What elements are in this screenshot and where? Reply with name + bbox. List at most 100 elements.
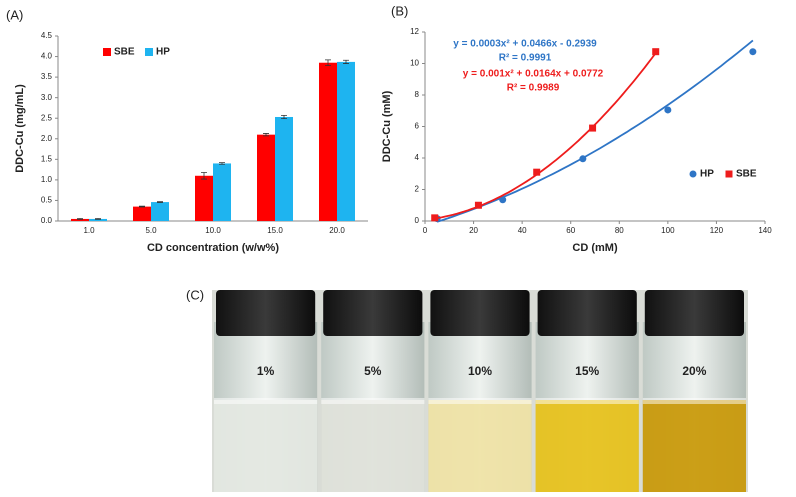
trend-r2: R² = 0.9989 <box>507 83 560 94</box>
x-tick-label: 20 <box>469 226 478 235</box>
x-tick-label: 10.0 <box>205 226 221 235</box>
vial-liquid <box>428 400 532 492</box>
legend-swatch <box>103 48 111 56</box>
y-tick-label: 4.5 <box>41 31 53 40</box>
vial-meniscus <box>642 398 746 404</box>
trendline <box>436 39 754 223</box>
vial-liquid <box>214 400 318 492</box>
x-tick-label: 1.0 <box>83 226 95 235</box>
x-tick-label: 5.0 <box>145 226 157 235</box>
vial-label: 20% <box>682 364 706 378</box>
vial-label: 10% <box>468 364 492 378</box>
legend-swatch <box>725 170 733 178</box>
error-bar <box>219 162 225 165</box>
vial-label: 15% <box>575 364 599 378</box>
vial: 1% <box>214 290 318 492</box>
vial-label: 1% <box>257 364 275 378</box>
vial: 15% <box>535 290 639 492</box>
point <box>589 124 597 132</box>
legend-label: HP <box>156 47 170 58</box>
y-tick-label: 0.0 <box>41 216 53 225</box>
point <box>749 48 757 56</box>
bar <box>133 206 151 221</box>
x-tick-label: 15.0 <box>267 226 283 235</box>
vial-cap <box>430 290 530 336</box>
panel-label: (B) <box>391 3 408 18</box>
legend-swatch <box>145 48 153 56</box>
bar <box>213 163 231 221</box>
y-tick-label: 2.5 <box>41 113 53 122</box>
point <box>664 106 672 114</box>
bar <box>319 62 337 221</box>
legend-label: SBE <box>736 169 757 180</box>
vial-cap <box>323 290 423 336</box>
error-bar <box>263 133 269 137</box>
panel-label: (C) <box>186 287 204 302</box>
x-tick-label: 60 <box>566 226 575 235</box>
y-tick-label: 3.5 <box>41 72 53 81</box>
vial: 5% <box>321 290 425 492</box>
vial-liquid <box>642 400 746 492</box>
bar <box>71 218 89 221</box>
vial-meniscus <box>214 398 318 404</box>
y-tick-label: 2.0 <box>41 134 53 143</box>
error-bar <box>77 218 83 220</box>
trend-r2: R² = 0.9991 <box>499 53 552 64</box>
y-tick-label: 2 <box>415 185 420 194</box>
y-tick-label: 10 <box>410 59 419 68</box>
vial-cap <box>537 290 637 336</box>
point <box>533 168 541 176</box>
y-tick-label: 8 <box>415 90 420 99</box>
y-tick-label: 12 <box>410 27 419 36</box>
y-tick-label: 3.0 <box>41 93 53 102</box>
legend-label: SBE <box>114 47 135 58</box>
error-bar <box>157 201 163 203</box>
legend-label: HP <box>700 169 714 180</box>
error-bar <box>95 218 101 220</box>
vial-liquid <box>535 400 639 492</box>
bar <box>89 218 107 221</box>
x-tick-label: 120 <box>710 226 724 235</box>
panel-label: (A) <box>6 7 23 22</box>
bar <box>151 202 169 221</box>
error-bar <box>281 114 287 120</box>
vial-meniscus <box>321 398 425 404</box>
x-tick-label: 40 <box>518 226 527 235</box>
y-tick-label: 0.5 <box>41 196 53 205</box>
vial: 10% <box>428 290 532 492</box>
x-tick-label: 20.0 <box>329 226 345 235</box>
vial-cap <box>644 290 744 336</box>
trend-equation: y = 0.001x² + 0.0164x + 0.0772 <box>463 69 604 80</box>
vial-meniscus <box>428 398 532 404</box>
bar <box>337 61 355 222</box>
y-axis-label: DDC-Cu (mg/mL) <box>14 84 26 173</box>
x-tick-label: 140 <box>758 226 772 235</box>
vial-meniscus <box>535 398 639 404</box>
vial-liquid <box>321 400 425 492</box>
point <box>431 214 439 222</box>
bar <box>195 175 213 221</box>
point <box>474 201 482 209</box>
x-tick-label: 0 <box>423 226 428 235</box>
bar <box>257 134 275 221</box>
y-tick-label: 1.5 <box>41 154 53 163</box>
x-axis-label: CD (mM) <box>572 242 618 254</box>
error-bar <box>139 205 145 208</box>
error-bar <box>343 59 349 64</box>
y-tick-label: 1.0 <box>41 175 53 184</box>
y-tick-label: 6 <box>415 122 420 131</box>
vial-label: 5% <box>364 364 382 378</box>
y-axis-label: DDC-Cu (mM) <box>381 90 393 162</box>
legend-swatch <box>689 170 697 178</box>
bar <box>275 116 293 221</box>
point <box>579 155 587 163</box>
point <box>499 196 507 204</box>
y-tick-label: 4.0 <box>41 52 53 61</box>
vial: 20% <box>642 290 746 492</box>
error-bar <box>325 59 331 66</box>
x-tick-label: 100 <box>661 226 675 235</box>
error-bar <box>201 172 207 180</box>
x-tick-label: 80 <box>615 226 624 235</box>
trend-equation: y = 0.0003x² + 0.0466x - 0.2939 <box>453 39 597 50</box>
